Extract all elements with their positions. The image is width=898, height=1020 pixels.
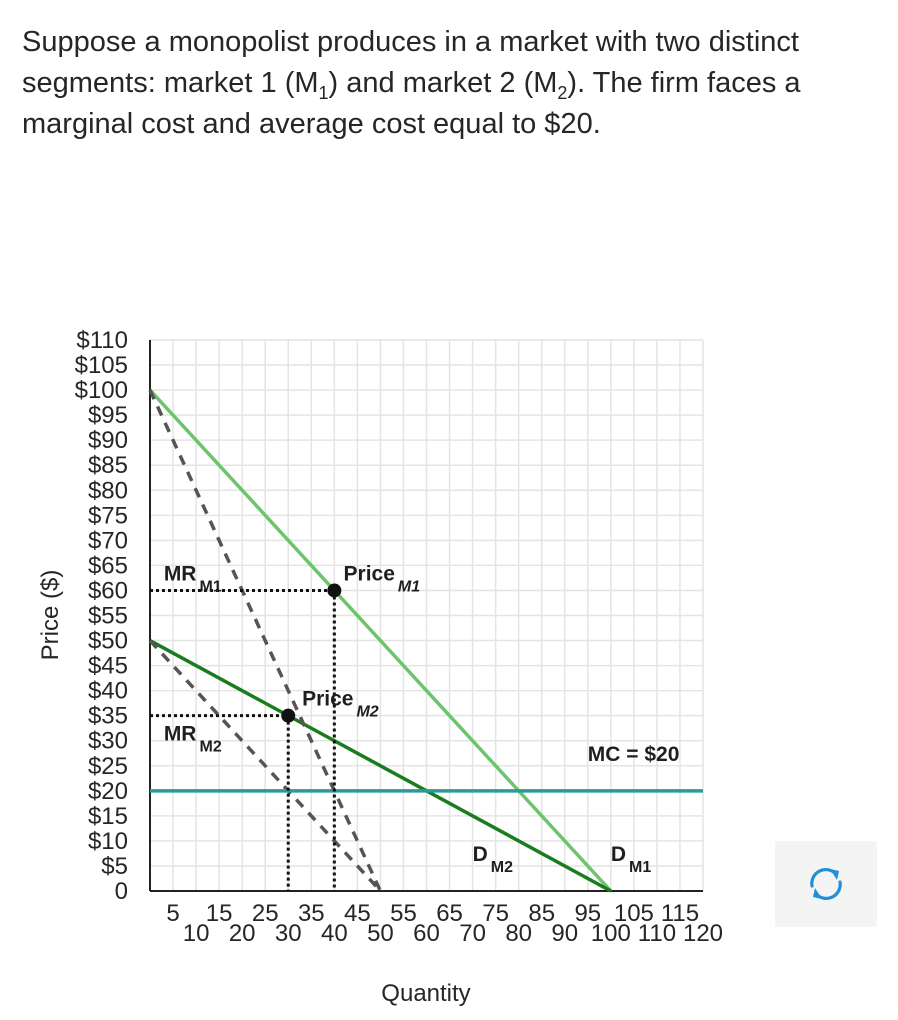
label-mc: MC = $20 bbox=[588, 743, 680, 766]
label-dm2-sub: M2 bbox=[491, 859, 513, 876]
refresh-arrow-top bbox=[830, 869, 839, 880]
y-tick-label: $55 bbox=[88, 603, 128, 630]
question-sub-1: 1 bbox=[318, 82, 329, 103]
reset-button[interactable] bbox=[775, 841, 877, 927]
label-mr2: MRM2 bbox=[164, 723, 222, 756]
y-tick-label: $100 bbox=[75, 377, 128, 404]
x-tick-label: 25 bbox=[252, 900, 279, 927]
demand-m1-line[interactable] bbox=[148, 388, 613, 893]
refresh-arrow-bottom bbox=[813, 888, 822, 899]
label-mr1-main: MR bbox=[164, 562, 197, 585]
y-tick-label: 0 bbox=[115, 878, 128, 905]
label-mr2-main: MR bbox=[164, 723, 197, 746]
label-dm1-main: D bbox=[611, 843, 626, 866]
y-tick-label: $60 bbox=[88, 577, 128, 604]
label-pm1-main: Price bbox=[344, 562, 395, 585]
refresh-icon bbox=[810, 867, 842, 901]
x-tick-label: 20 bbox=[229, 920, 256, 947]
price-m2-point[interactable] bbox=[281, 708, 296, 723]
x-tick-label: 85 bbox=[528, 900, 555, 927]
question-part-2: ) and market 2 (M bbox=[328, 67, 558, 99]
label-mr2-sub: M2 bbox=[199, 739, 221, 756]
label-pm1: PriceM1 bbox=[344, 562, 421, 595]
mr-m2-line[interactable] bbox=[148, 639, 382, 893]
x-tick-label: 40 bbox=[321, 920, 348, 947]
y-tick-label: $30 bbox=[88, 728, 128, 755]
mr-m1-line[interactable] bbox=[148, 389, 383, 892]
x-tick-label: 55 bbox=[390, 900, 417, 927]
price-m1-point[interactable] bbox=[327, 583, 342, 598]
label-mc-main: MC = $20 bbox=[588, 743, 680, 766]
points[interactable] bbox=[281, 583, 342, 723]
x-tick-label: 15 bbox=[206, 900, 233, 927]
label-dm2: DM2 bbox=[473, 843, 514, 876]
x-tick-label: 105 bbox=[614, 900, 654, 927]
x-tick-label: 35 bbox=[298, 900, 325, 927]
x-tick-label: 110 bbox=[638, 920, 676, 947]
label-dm2-main: D bbox=[473, 843, 488, 866]
y-tick-label: $45 bbox=[88, 653, 128, 680]
label-mr1: MRM1 bbox=[164, 562, 222, 595]
y-tick-label: $70 bbox=[88, 527, 128, 554]
label-mr1-sub: M1 bbox=[199, 578, 221, 595]
y-tick-label: $95 bbox=[88, 402, 128, 429]
y-tick-label: $10 bbox=[88, 828, 128, 855]
y-tick-label: $75 bbox=[88, 502, 128, 529]
x-tick-label: 10 bbox=[183, 920, 210, 947]
y-tick-label: $85 bbox=[88, 452, 128, 479]
x-tick-label: 65 bbox=[436, 900, 463, 927]
question-part-3: ). The firm faces a marginal cost and av… bbox=[22, 67, 801, 140]
x-tick-label: 115 bbox=[661, 900, 699, 927]
label-pm2: PriceM2 bbox=[302, 688, 379, 721]
label-dm1: DM1 bbox=[611, 843, 652, 876]
y-tick-label: $90 bbox=[88, 427, 128, 454]
y-tick-label: $40 bbox=[88, 678, 128, 705]
guide-lines bbox=[150, 588, 336, 891]
label-pm1-sub: M1 bbox=[398, 578, 420, 595]
y-tick-label: $50 bbox=[88, 628, 128, 655]
y-tick-label: $65 bbox=[88, 552, 128, 579]
y-tick-label: $105 bbox=[75, 352, 128, 379]
demand-m2-line[interactable] bbox=[149, 639, 612, 893]
x-tick-label: 70 bbox=[459, 920, 486, 947]
y-tick-label: $25 bbox=[88, 753, 128, 780]
question-part-1: Suppose a monopolist produces in a marke… bbox=[22, 26, 799, 99]
y-tick-label: $5 bbox=[101, 853, 128, 880]
x-tick-label: 120 bbox=[683, 920, 723, 947]
y-tick-label: $35 bbox=[88, 703, 128, 730]
grid bbox=[150, 339, 704, 891]
x-tick-label: 95 bbox=[574, 900, 601, 927]
y-tick-label: $20 bbox=[88, 778, 128, 805]
x-tick-label: 90 bbox=[551, 920, 578, 947]
x-tick-label: 30 bbox=[275, 920, 302, 947]
y-axis-title: Price ($) bbox=[37, 570, 64, 661]
x-tick-label: 45 bbox=[344, 900, 371, 927]
x-tick-label: 60 bbox=[413, 920, 440, 947]
label-pm2-main: Price bbox=[302, 688, 353, 711]
x-tick-label: 5 bbox=[166, 900, 179, 927]
label-pm2-sub: M2 bbox=[356, 704, 378, 721]
question-sub-2: 2 bbox=[557, 82, 568, 103]
y-tick-label: $80 bbox=[88, 477, 128, 504]
y-tick-label: $15 bbox=[88, 803, 128, 830]
series bbox=[148, 388, 703, 893]
x-tick-label: 75 bbox=[482, 900, 509, 927]
x-tick-label: 100 bbox=[591, 920, 631, 947]
x-tick-label: 80 bbox=[505, 920, 532, 947]
y-tick-label: $110 bbox=[76, 327, 128, 354]
label-dm1-sub: M1 bbox=[629, 859, 651, 876]
x-tick-label: 50 bbox=[367, 920, 394, 947]
question-text: Suppose a monopolist produces in a marke… bbox=[22, 22, 872, 145]
x-axis-title: Quantity bbox=[381, 980, 470, 1007]
axes: $110$105$100$95$90$85$80$75$70$65$60$55$… bbox=[37, 327, 723, 1007]
